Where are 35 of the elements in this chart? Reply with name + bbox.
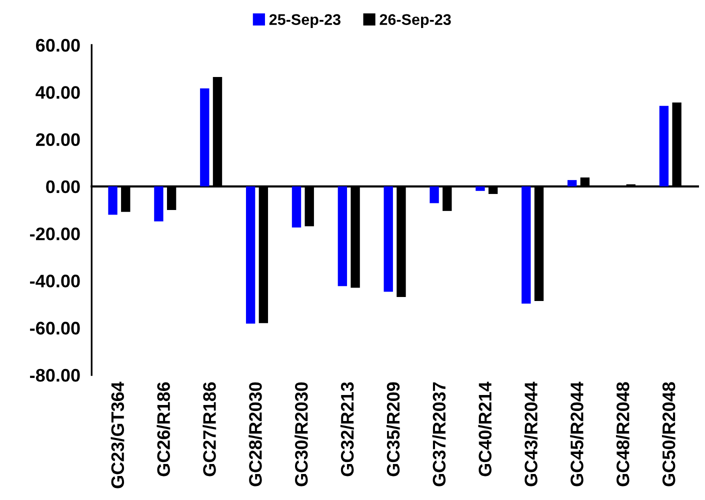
bar: [200, 88, 210, 186]
y-tick-label: 40.00: [36, 86, 80, 99]
x-tick-label: GC23/GT364: [110, 382, 124, 488]
bar: [384, 186, 393, 292]
bar: [246, 186, 256, 324]
x-tick-label: GC27/R186: [202, 382, 216, 476]
legend-label: 26-Sep-23: [380, 14, 451, 28]
bar: [154, 186, 164, 222]
bar: [522, 186, 531, 304]
x-tick-label: GC28/R2030: [248, 382, 262, 486]
y-tick-label: 20.00: [36, 133, 80, 146]
y-tick-label: -40.00: [30, 274, 80, 288]
x-tick-label: GC45/R2044: [570, 382, 584, 486]
x-tick-label: GC26/R186: [156, 382, 170, 476]
bar: [659, 106, 669, 186]
y-tick-label: 60.00: [36, 38, 80, 52]
bar: [476, 186, 485, 191]
bar: [108, 186, 118, 215]
bar: [292, 186, 302, 228]
x-tick-label: GC30/R2030: [294, 382, 308, 486]
x-tick-label: GC35/R209: [386, 382, 400, 476]
y-tick-label: 0.00: [46, 180, 80, 194]
x-tick-label: GC32/R213: [340, 382, 354, 476]
y-tick-label: -80.00: [30, 368, 80, 382]
y-tick-label: -20.00: [30, 228, 80, 240]
legend-label: 25-Sep-23: [269, 14, 340, 28]
y-tick-label: -60.00: [30, 322, 80, 335]
bar: [338, 186, 348, 286]
bar: [568, 180, 577, 186]
x-tick-label: GC43/R2044: [524, 382, 538, 486]
bar: [430, 186, 439, 204]
x-tick-label: GC50/R2048: [662, 382, 676, 486]
x-tick-label: GC48/R2048: [616, 382, 630, 486]
x-tick-label: GC37/R2037: [432, 382, 446, 486]
x-tick-label: GC40/R214: [478, 382, 492, 476]
